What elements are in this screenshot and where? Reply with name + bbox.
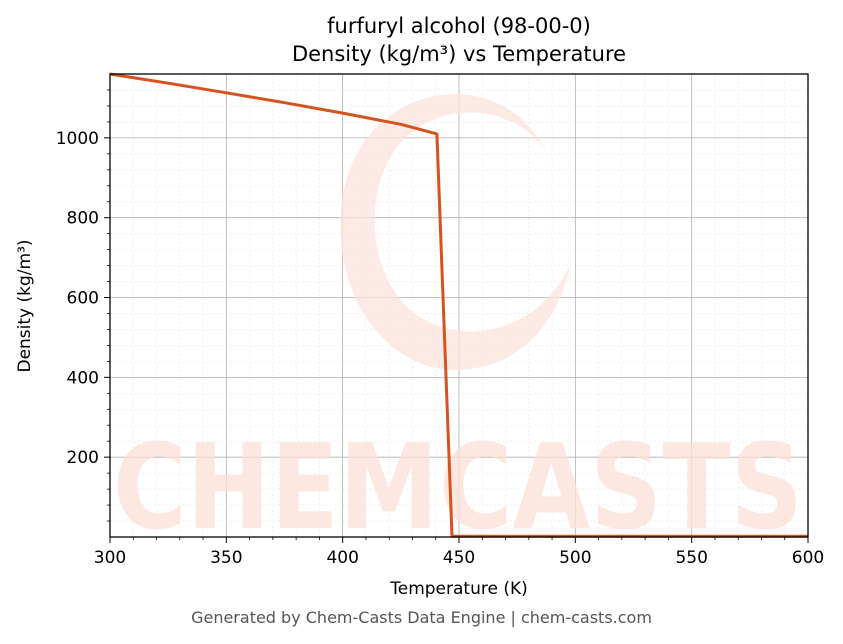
- x-tick-label: 350: [210, 548, 242, 568]
- x-tick-label: 600: [792, 548, 824, 568]
- y-axis-label: Density (kg/m³): [15, 239, 35, 372]
- y-axis-ticks: 200 400 600 800 1000: [56, 89, 110, 522]
- chemcasts-watermark: CHEMCASTS: [113, 94, 803, 556]
- x-tick-label: 450: [443, 548, 475, 568]
- y-tick-label: 1000: [56, 129, 99, 149]
- x-axis-ticks: 300 350 400 450 500 550 600: [94, 537, 824, 568]
- footer-credit: Generated by Chem-Casts Data Engine | ch…: [191, 608, 652, 627]
- y-tick-label: 800: [67, 209, 99, 229]
- x-tick-label: 400: [326, 548, 358, 568]
- y-tick-label: 200: [67, 448, 99, 468]
- chart-subtitle: Density (kg/m³) vs Temperature: [292, 42, 626, 66]
- series-layer: [109, 72, 808, 538]
- y-tick-label: 400: [67, 368, 99, 388]
- x-tick-label: 300: [94, 548, 126, 568]
- y-tick-label: 600: [67, 289, 99, 309]
- x-tick-label: 500: [559, 548, 591, 568]
- watermark-text: CHEMCASTS: [113, 418, 803, 556]
- chart-title: furfuryl alcohol (98-00-0): [327, 14, 591, 38]
- x-tick-label: 550: [675, 548, 707, 568]
- watermark-swirl: [340, 94, 570, 371]
- series-line-0: [109, 72, 808, 538]
- x-axis-label: Temperature (K): [389, 579, 528, 599]
